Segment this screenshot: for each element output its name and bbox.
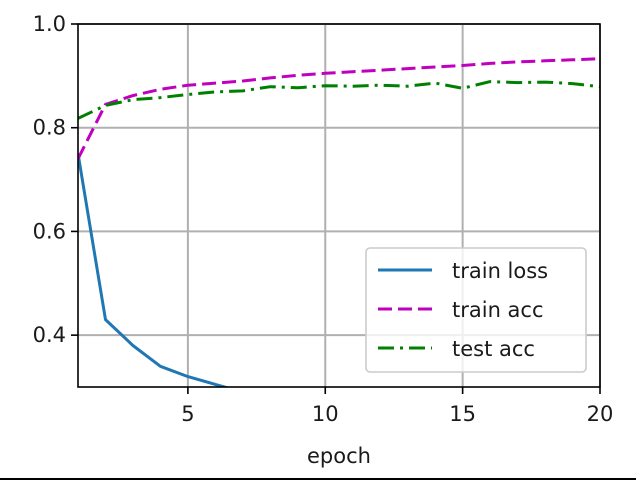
legend-box <box>365 247 587 373</box>
bottom-rule <box>0 478 636 480</box>
series-group <box>78 57 600 387</box>
legend-label: test acc <box>452 337 535 361</box>
legend: train loss train acc test acc <box>365 247 587 373</box>
y-tick-label: 0.4 <box>33 323 66 347</box>
series-line-train-acc <box>78 57 600 160</box>
x-tick-label: 20 <box>587 402 614 426</box>
legend-label: train loss <box>452 259 548 283</box>
y-tick-label: 1.0 <box>33 12 66 36</box>
series-line-train-loss <box>78 153 231 387</box>
y-tick-label: 0.6 <box>33 219 66 243</box>
series-line-test-acc <box>78 80 600 120</box>
plot-frame <box>77 23 601 388</box>
x-tick-label: 5 <box>181 402 194 426</box>
x-tick-label: 15 <box>449 402 476 426</box>
x-axis-label: epoch <box>307 444 371 468</box>
legend-label: train acc <box>452 298 544 322</box>
x-tick-label: 10 <box>312 402 339 426</box>
y-tick-label: 0.8 <box>33 116 66 140</box>
